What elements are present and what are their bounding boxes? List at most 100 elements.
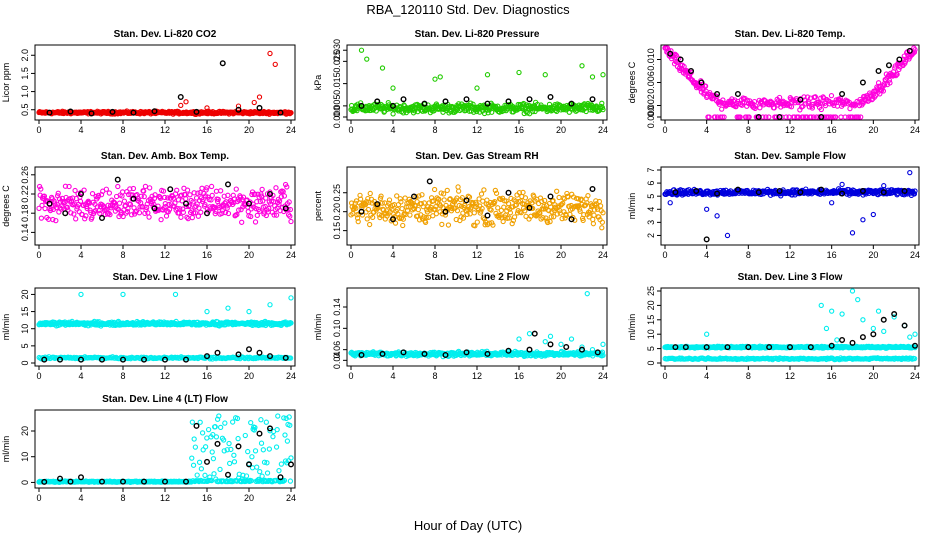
y-tick-label: 0.015 <box>332 72 342 95</box>
data-point-line3 <box>834 337 840 343</box>
highlight-point-pressure <box>547 93 554 100</box>
data-point-line2 <box>568 336 575 342</box>
data-point-box_temp <box>48 206 54 212</box>
data-point-line4 <box>189 419 196 425</box>
data-point-rh <box>447 196 453 202</box>
plot-frame-line3 <box>660 287 920 367</box>
x-tick-label: 4 <box>78 493 83 503</box>
data-point-box_temp <box>146 214 152 220</box>
data-point-rh <box>402 195 408 201</box>
data-point-box_temp <box>140 188 147 194</box>
highlight-point-box_temp <box>167 186 174 193</box>
data-point-line1 <box>267 302 273 308</box>
data-point-rh <box>547 218 553 225</box>
highlight-point-pressure <box>442 98 449 105</box>
data-point-pressure <box>516 69 522 76</box>
data-point-box_temp <box>203 187 209 193</box>
data-point-rh <box>551 214 557 220</box>
data-point-temp <box>812 94 819 100</box>
data-point-temp <box>816 114 822 120</box>
data-point-line4 <box>194 472 200 478</box>
data-point-box_temp <box>107 211 113 218</box>
y-axis-label-pressure: kPa <box>313 75 323 91</box>
x-tick-label: 8 <box>120 125 125 135</box>
data-point-line4 <box>205 426 212 433</box>
y-tick-label: 0.14 <box>20 224 30 242</box>
data-point-rh <box>404 207 411 214</box>
figure-title: RBA_120110 Std. Dev. Diagnostics <box>366 2 570 17</box>
highlight-point-line2 <box>563 344 570 351</box>
data-point-rh <box>472 223 478 229</box>
data-point-pressure <box>600 106 606 113</box>
data-point-box_temp <box>39 202 45 209</box>
y-tick-label: 20 <box>20 426 30 436</box>
data-point-box_temp <box>217 188 224 194</box>
data-point-temp <box>801 94 807 100</box>
series-points-rh <box>348 184 606 231</box>
x-tick-label: 16 <box>827 125 837 135</box>
x-tick-label: 24 <box>910 371 920 381</box>
data-point-line3 <box>855 296 861 303</box>
data-point-box_temp <box>231 196 238 202</box>
highlight-point-temp <box>906 47 913 54</box>
highlight-point-line3 <box>859 334 866 341</box>
y-axis-label-rh: percent <box>313 190 323 221</box>
data-point-box_temp <box>95 192 102 199</box>
data-point-temp <box>886 77 892 83</box>
highlight-point-rh <box>589 185 596 192</box>
series-points-co2 <box>36 50 294 118</box>
data-point-temp <box>912 47 918 53</box>
highlight-point-co2 <box>277 109 284 116</box>
data-point-rh <box>460 215 467 221</box>
highlight-point-box_temp <box>182 200 189 207</box>
data-point-line4 <box>202 472 208 478</box>
data-point-line4 <box>211 471 217 477</box>
data-point-box_temp <box>116 200 123 206</box>
data-point-box_temp <box>138 193 144 199</box>
series-points-line4 <box>36 413 294 486</box>
data-point-rh <box>416 217 423 223</box>
highlight-point-line2 <box>531 330 538 337</box>
highlight-point-co2 <box>46 109 53 116</box>
data-point-box_temp <box>81 187 87 193</box>
data-point-sample_flow <box>860 217 866 223</box>
data-point-temp <box>714 114 721 120</box>
data-point-rh <box>565 194 571 200</box>
y-tick-label: 0.20 <box>332 203 342 221</box>
data-point-line1 <box>225 305 231 311</box>
highlight-point-pressure <box>568 100 575 107</box>
data-point-co2 <box>178 102 184 109</box>
data-point-box_temp <box>195 213 202 219</box>
data-point-rh <box>554 211 560 217</box>
data-point-box_temp <box>144 204 150 211</box>
data-point-line3 <box>849 288 856 294</box>
data-point-line4 <box>226 440 232 447</box>
data-point-box_temp <box>147 185 153 191</box>
data-point-box_temp <box>234 211 240 218</box>
data-point-box_temp <box>162 194 168 201</box>
x-tick-label: 24 <box>598 125 608 135</box>
data-point-temp <box>719 114 725 120</box>
data-point-box_temp <box>127 186 133 192</box>
data-point-line3 <box>870 325 876 332</box>
data-point-rh <box>531 193 537 200</box>
data-point-rh <box>438 190 444 196</box>
data-point-rh <box>505 201 512 207</box>
y-tick-label: 0.26 <box>20 166 30 184</box>
x-tick-label: 4 <box>704 371 709 381</box>
data-point-rh <box>407 212 413 218</box>
y-tick-label: 0.030 <box>332 39 342 62</box>
data-point-rh <box>542 197 548 204</box>
data-point-rh <box>585 192 591 199</box>
data-point-temp <box>810 114 817 120</box>
data-point-rh <box>386 197 393 203</box>
x-tick-label: 0 <box>348 250 353 260</box>
data-point-rh <box>392 220 399 226</box>
x-tick-label: 0 <box>662 371 667 381</box>
data-point-box_temp <box>276 201 282 207</box>
data-point-box_temp <box>53 204 60 211</box>
data-point-line4 <box>217 424 224 431</box>
data-point-temp <box>757 105 763 111</box>
chart-title-line2: Stan. Dev. Line 2 Flow <box>425 272 530 283</box>
